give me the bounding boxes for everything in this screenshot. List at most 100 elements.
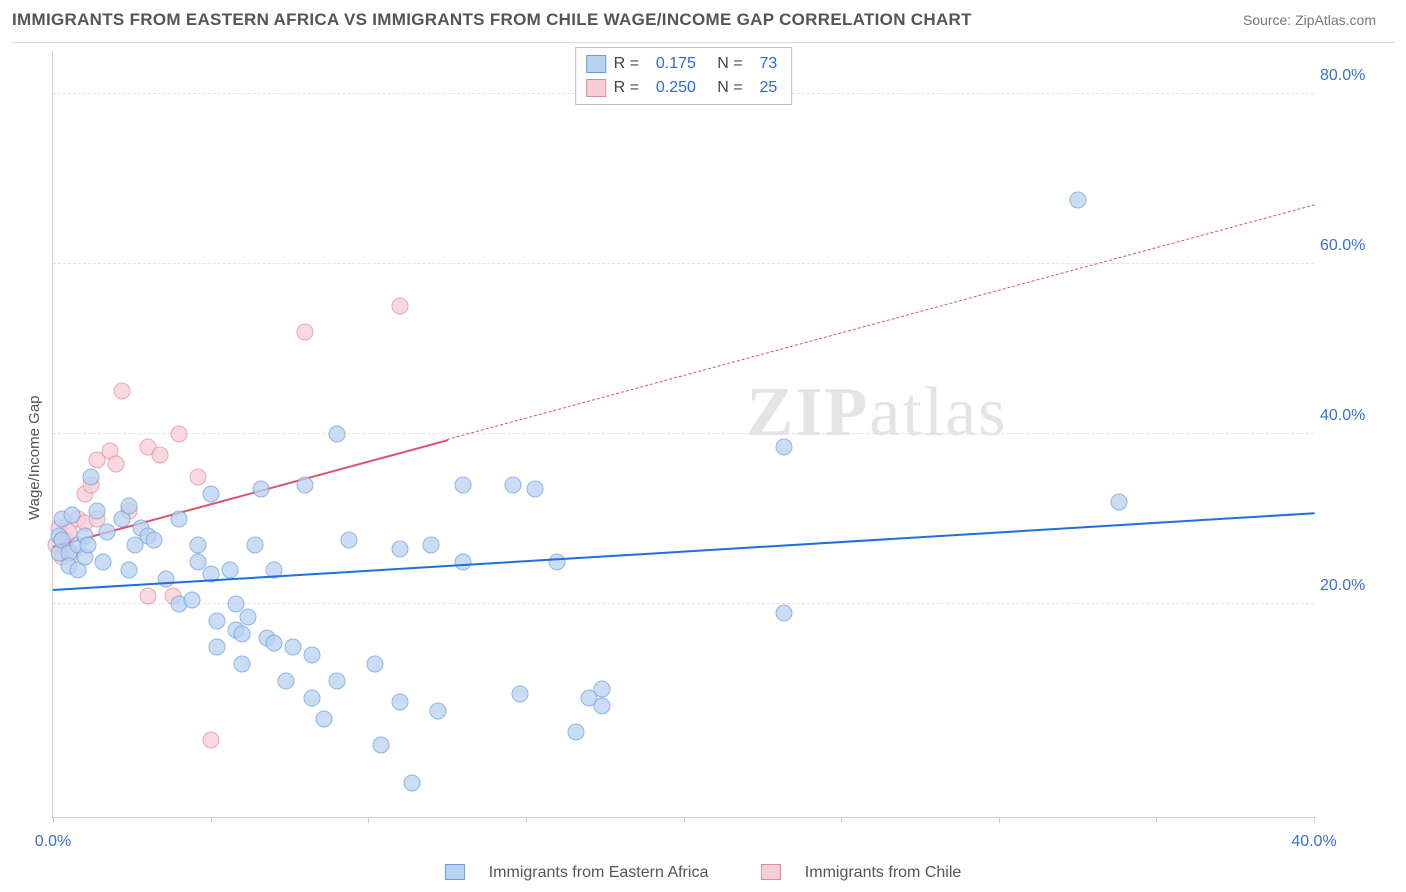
y-tick-label: 80.0% (1320, 67, 1380, 85)
data-point-eastern-africa (190, 536, 207, 553)
n-label-b: N = (704, 76, 752, 100)
x-tick-label: 40.0% (1291, 833, 1336, 851)
data-point-chile (190, 468, 207, 485)
data-point-eastern-africa (366, 655, 383, 672)
data-point-eastern-africa (429, 702, 446, 719)
data-point-eastern-africa (328, 672, 345, 689)
data-point-eastern-africa (95, 553, 112, 570)
data-point-eastern-africa (145, 532, 162, 549)
source-label: Source: (1243, 12, 1295, 28)
data-point-eastern-africa (221, 562, 238, 579)
data-point-eastern-africa (158, 570, 175, 587)
legend-item-b: Immigrants from Chile (749, 864, 973, 881)
y-tick-label: 60.0% (1320, 237, 1380, 255)
x-tick-label: 0.0% (35, 833, 71, 851)
x-tick-mark (211, 817, 212, 823)
data-point-eastern-africa (391, 694, 408, 711)
data-point-eastern-africa (303, 647, 320, 664)
swatch-series-b (586, 79, 606, 97)
data-point-eastern-africa (253, 481, 270, 498)
data-point-eastern-africa (208, 613, 225, 630)
data-point-eastern-africa (303, 689, 320, 706)
regression-line-chile-extrapolated (447, 205, 1315, 441)
r-label-a: R = (614, 52, 648, 76)
stats-row-series-b: R = 0.250 N = 25 (586, 76, 778, 100)
data-point-chile (152, 447, 169, 464)
data-point-eastern-africa (454, 553, 471, 570)
data-point-eastern-africa (341, 532, 358, 549)
x-tick-mark (53, 817, 54, 823)
regression-line-eastern-africa (53, 512, 1315, 591)
y-axis-label: Wage/Income Gap (26, 395, 43, 520)
data-point-eastern-africa (454, 477, 471, 494)
legend-label-a: Immigrants from Eastern Africa (489, 864, 709, 881)
swatch-series-a (586, 55, 606, 73)
data-point-eastern-africa (372, 736, 389, 753)
data-point-chile (202, 732, 219, 749)
data-point-eastern-africa (511, 685, 528, 702)
data-point-chile (391, 298, 408, 315)
data-point-eastern-africa (527, 481, 544, 498)
data-point-eastern-africa (171, 511, 188, 528)
data-point-eastern-africa (89, 502, 106, 519)
data-point-eastern-africa (593, 681, 610, 698)
data-point-eastern-africa (246, 536, 263, 553)
data-point-eastern-africa (234, 626, 251, 643)
data-point-chile (171, 426, 188, 443)
y-tick-label: 40.0% (1320, 407, 1380, 425)
data-point-eastern-africa (568, 723, 585, 740)
data-point-eastern-africa (183, 591, 200, 608)
n-value-b: 25 (760, 76, 778, 100)
data-point-chile (108, 455, 125, 472)
gridline-h (53, 263, 1314, 264)
data-point-chile (139, 587, 156, 604)
data-point-eastern-africa (120, 498, 137, 515)
data-point-eastern-africa (1110, 494, 1127, 511)
data-point-eastern-africa (505, 477, 522, 494)
data-point-eastern-africa (234, 655, 251, 672)
x-tick-mark (1156, 817, 1157, 823)
data-point-eastern-africa (1069, 191, 1086, 208)
data-point-eastern-africa (297, 477, 314, 494)
r-value-a: 0.175 (656, 52, 696, 76)
chart-container: Wage/Income Gap R = 0.175 N = 73 R = 0.2… (12, 42, 1394, 838)
data-point-eastern-africa (82, 468, 99, 485)
data-point-eastern-africa (593, 698, 610, 715)
n-value-a: 73 (760, 52, 778, 76)
data-point-eastern-africa (284, 638, 301, 655)
data-point-eastern-africa (120, 562, 137, 579)
x-tick-mark (526, 817, 527, 823)
x-tick-mark (368, 817, 369, 823)
x-tick-mark (999, 817, 1000, 823)
swatch-icon-b (761, 864, 781, 880)
data-point-eastern-africa (240, 609, 257, 626)
n-label-a: N = (704, 52, 752, 76)
stats-row-series-a: R = 0.175 N = 73 (586, 52, 778, 76)
data-point-eastern-africa (776, 438, 793, 455)
data-point-eastern-africa (776, 604, 793, 621)
series-legend: Immigrants from Eastern Africa Immigrant… (0, 864, 1406, 882)
data-point-eastern-africa (549, 553, 566, 570)
data-point-chile (297, 323, 314, 340)
r-label-b: R = (614, 76, 648, 100)
data-point-eastern-africa (98, 523, 115, 540)
data-point-eastern-africa (202, 485, 219, 502)
x-tick-mark (1314, 817, 1315, 823)
chart-title: IMMIGRANTS FROM EASTERN AFRICA VS IMMIGR… (12, 10, 972, 30)
source-attribution: Source: ZipAtlas.com (1243, 12, 1376, 28)
source-link[interactable]: ZipAtlas.com (1295, 12, 1376, 28)
x-tick-mark (841, 817, 842, 823)
data-point-eastern-africa (278, 672, 295, 689)
r-value-b: 0.250 (656, 76, 696, 100)
data-point-eastern-africa (63, 506, 80, 523)
data-point-chile (114, 383, 131, 400)
gridline-h (53, 433, 1314, 434)
x-tick-mark (684, 817, 685, 823)
swatch-icon-a (445, 864, 465, 880)
data-point-eastern-africa (391, 540, 408, 557)
data-point-eastern-africa (328, 426, 345, 443)
data-point-eastern-africa (265, 634, 282, 651)
data-point-eastern-africa (423, 536, 440, 553)
data-point-eastern-africa (79, 536, 96, 553)
plot-area: R = 0.175 N = 73 R = 0.250 N = 25 ZIPatl… (52, 51, 1314, 818)
